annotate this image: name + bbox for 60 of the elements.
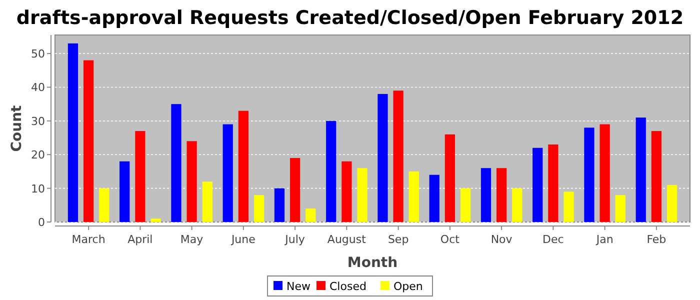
bar: [429, 174, 440, 222]
bar: [512, 188, 522, 222]
bar: [274, 188, 285, 222]
bar: [135, 131, 146, 222]
bar: [254, 195, 264, 222]
bar: [636, 118, 646, 222]
bar: [171, 104, 182, 222]
x-tick-label: Dec: [542, 233, 564, 246]
y-tick-label: 40: [31, 81, 45, 94]
y-tick-label: 50: [31, 48, 45, 61]
bar: [408, 171, 419, 222]
x-tick-label: Oct: [440, 233, 460, 246]
bar: [651, 131, 662, 222]
bar: [238, 110, 248, 222]
legend-label: New: [286, 280, 310, 293]
x-tick-label: April: [128, 233, 153, 246]
x-tick-label: June: [230, 233, 256, 246]
bar: [444, 134, 456, 222]
bar: [564, 192, 574, 222]
bar: [186, 141, 197, 222]
bar: [460, 188, 471, 222]
y-tick-label: 30: [31, 114, 45, 128]
bar: [600, 124, 610, 222]
x-axis-title: Month: [347, 255, 398, 271]
x-tick-label: July: [284, 233, 306, 246]
bar: [378, 94, 388, 222]
bar: [584, 128, 594, 222]
x-tick-label: May: [180, 233, 204, 246]
chart-title: drafts-approval Requests Created/Closed/Open February 2012: [16, 7, 684, 29]
bar: [83, 60, 94, 222]
legend-label: Open: [394, 280, 423, 293]
bar: [357, 168, 368, 222]
x-tick-label: Jan: [595, 233, 614, 246]
y-tick-label: 0: [38, 216, 45, 229]
bar: [202, 182, 212, 222]
bar: [150, 218, 161, 222]
bar: [615, 195, 626, 222]
bar: [532, 148, 543, 222]
x-tick-label: Sep: [388, 233, 409, 246]
y-tick-label: 10: [31, 182, 45, 196]
y-axis-title: Count: [9, 104, 25, 152]
y-tick-label: 20: [31, 148, 45, 162]
x-tick-label: Nov: [490, 233, 513, 246]
bar: [290, 158, 300, 222]
x-tick-label: August: [327, 233, 367, 246]
bar: [480, 168, 492, 222]
x-tick-label: Feb: [646, 233, 666, 246]
bar: [120, 161, 130, 222]
bar: [666, 184, 678, 222]
bar: [393, 90, 404, 222]
bar: [306, 208, 316, 222]
bar: [342, 161, 352, 222]
bar: [496, 168, 507, 222]
bar: [99, 188, 110, 222]
bar: [326, 120, 336, 222]
bar: [548, 144, 558, 222]
x-tick-label: March: [72, 233, 106, 246]
bar: [68, 43, 78, 222]
legend-label: Closed: [330, 280, 366, 293]
bar: [222, 124, 233, 222]
